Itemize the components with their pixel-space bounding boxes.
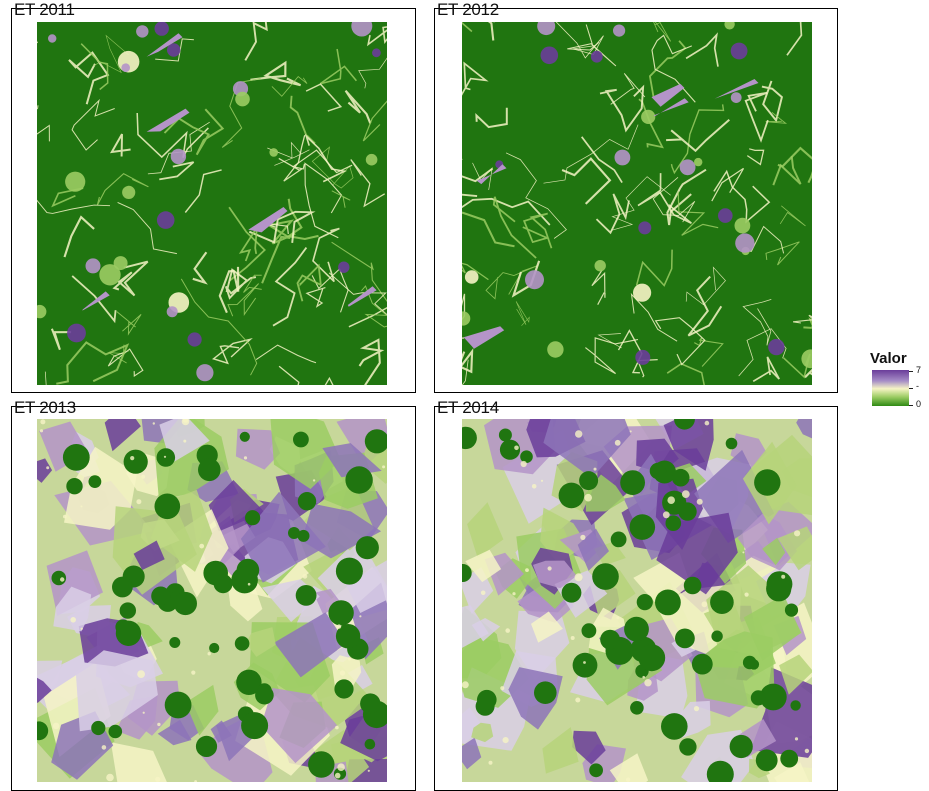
legend-label-max: 7 [916,365,922,375]
map-panel-et-2014: ET 2014 [434,399,838,791]
panel-title: ET 2014 [437,398,499,417]
color-legend: Valor 7 - 0 [870,350,929,410]
legend-tick-min [909,405,913,406]
map-panel-et-2012: ET 2012 [434,1,838,393]
et-2013-raster [37,419,387,782]
et-2011-raster [37,22,387,385]
legend-label-min: 0 [916,399,922,409]
et-2012-raster [462,22,812,385]
panel-title: ET 2013 [14,398,76,417]
map-panel-et-2013: ET 2013 [11,399,416,791]
panel-title: ET 2011 [14,0,75,19]
legend-tick-max [909,371,913,372]
legend-label-mid: - [916,381,919,391]
legend-color-bar [872,370,909,406]
et-2014-raster [462,419,812,782]
panel-title: ET 2012 [437,0,499,19]
map-panel-et-2011: ET 2011 [11,1,416,393]
legend-tick-mid [909,388,913,389]
legend-title: Valor [870,350,907,367]
